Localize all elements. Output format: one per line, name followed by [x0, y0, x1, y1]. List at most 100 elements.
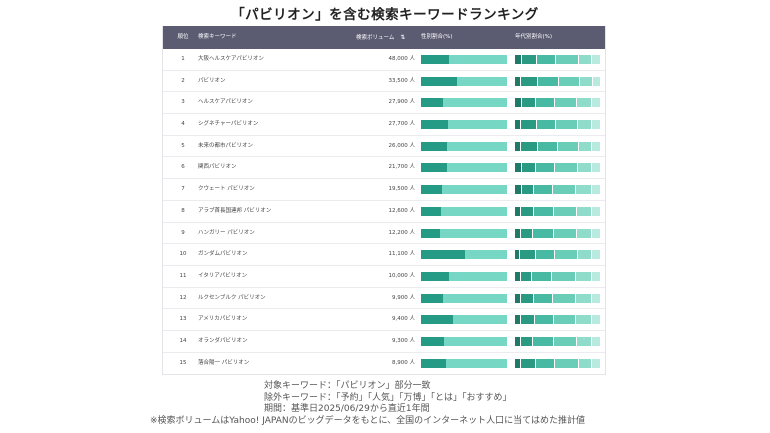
- gender-ratio-bar: [421, 98, 507, 108]
- table-row[interactable]: 12 ルクセンブルク パビリオン 9,900 人: [163, 288, 605, 310]
- keyword-cell: ハンガリー パビリオン: [198, 229, 255, 236]
- age-segment: [521, 98, 536, 108]
- age-ratio-bar: [515, 206, 601, 216]
- table-row[interactable]: 6 関西パビリオン 21,700 人: [163, 157, 605, 180]
- caption-target-keyword: 対象キーワード：「パビリオン」部分一致: [264, 381, 431, 391]
- gender-female-segment: [447, 120, 507, 130]
- age-segment: [538, 141, 558, 151]
- gender-ratio-bar: [421, 141, 507, 151]
- gender-ratio-bar: [421, 163, 507, 173]
- table-row[interactable]: 14 オランダパビリオン 9,300 人: [163, 331, 605, 353]
- table-row[interactable]: 2 パビリオン 33,500 人: [163, 71, 605, 93]
- age-ratio-bar: [515, 98, 601, 108]
- age-segment: [533, 206, 554, 216]
- table-row[interactable]: 8 アラブ首長国連邦 パビリオン 12,600 人: [163, 201, 605, 223]
- age-segment: [515, 336, 522, 346]
- age-segment: [553, 206, 577, 216]
- rank-cell: 1: [181, 56, 185, 62]
- age-segment: [521, 163, 537, 173]
- gender-female-segment: [439, 228, 507, 238]
- gender-female-segment: [452, 315, 507, 325]
- age-segment: [592, 55, 601, 64]
- table-row[interactable]: 5 未来の都市パビリオン 26,000 人: [163, 136, 605, 158]
- rank-cell: 8: [181, 207, 185, 214]
- volume-cell: 33,500 人: [388, 77, 416, 84]
- caption-block: 対象キーワード：「パビリオン」部分一致 除外キーワード：「予約」「人気」「万博」…: [0, 381, 770, 427]
- age-segment: [592, 141, 601, 151]
- age-segment: [521, 336, 534, 346]
- gender-male-segment: [421, 228, 440, 238]
- age-segment: [521, 293, 534, 303]
- gender-male-segment: [421, 98, 444, 108]
- gender-male-segment: [421, 358, 446, 368]
- age-ratio-bar: [515, 185, 601, 195]
- age-segment: [555, 163, 578, 173]
- volume-cell: 19,500 人: [388, 186, 416, 193]
- age-ratio-bar: [515, 55, 601, 64]
- age-segment: [577, 250, 593, 260]
- table-header: 順位 検索キーワード 検索ボリューム ⇅ 性別割合(%) 年代別割合(%): [163, 26, 605, 49]
- table-row[interactable]: 4 シグネチャーパビリオン 27,700 人: [163, 114, 605, 136]
- keyword-cell: アメリカパビリオン: [198, 316, 248, 323]
- keyword-cell: パビリオン: [198, 77, 226, 84]
- age-segment: [554, 98, 577, 108]
- gender-ratio-bar: [421, 206, 507, 216]
- age-segment: [537, 120, 557, 130]
- gender-ratio-bar: [421, 358, 507, 368]
- table-row[interactable]: 3 ヘルスケアパビリオン 27,900 人: [163, 92, 605, 115]
- gender-ratio-bar: [421, 250, 507, 260]
- gender-male-segment: [421, 185, 442, 195]
- caption-excluded-keywords: 除外キーワード：「予約」「人気」「万博」「とは」「おすすめ」: [264, 392, 512, 403]
- age-segment: [577, 163, 593, 173]
- age-segment: [554, 250, 578, 260]
- gender-female-segment: [446, 163, 507, 173]
- rank-cell: 13: [179, 316, 187, 323]
- age-segment: [552, 293, 577, 303]
- table-row[interactable]: 15 落合陽一 パビリオン 8,900 人: [163, 353, 605, 375]
- table-row[interactable]: 9 ハンガリー パビリオン 12,200 人: [163, 223, 605, 245]
- gender-female-segment: [440, 206, 507, 216]
- age-segment: [521, 185, 534, 195]
- rank-cell: 11: [179, 272, 187, 279]
- keyword-cell: 関西パビリオン: [198, 164, 237, 171]
- keyword-cell: 未来の都市パビリオン: [198, 142, 254, 149]
- keyword-cell: ルクセンブルク パビリオン: [198, 294, 266, 301]
- gender-male-segment: [421, 250, 465, 260]
- age-segment: [551, 271, 577, 281]
- age-segment: [592, 206, 601, 216]
- gender-male-segment: [421, 271, 449, 281]
- rank-cell: 5: [181, 142, 185, 149]
- age-segment: [535, 358, 556, 368]
- age-segment: [593, 76, 601, 86]
- age-segment: [577, 120, 593, 130]
- header-volume[interactable]: 検索ボリューム ⇅: [356, 26, 416, 49]
- table-row[interactable]: 13 アメリカパビリオン 9,400 人: [163, 309, 605, 331]
- age-segment: [580, 76, 594, 86]
- gender-ratio-bar: [421, 55, 507, 64]
- age-segment: [538, 76, 559, 86]
- table-row[interactable]: 10 ガンダムパビリオン 11,100 人: [163, 244, 605, 266]
- rank-cell: 4: [181, 121, 185, 128]
- age-segment: [521, 206, 534, 216]
- age-segment: [515, 293, 522, 303]
- gender-male-segment: [421, 120, 448, 130]
- rank-cell: 6: [181, 164, 185, 171]
- gender-female-segment: [448, 271, 507, 281]
- age-segment: [533, 336, 554, 346]
- gender-male-segment: [421, 293, 443, 303]
- gender-male-segment: [421, 76, 458, 86]
- age-ratio-bar: [515, 120, 601, 130]
- table-row[interactable]: 1 大阪ヘルスケアパビリオン 48,000 人: [163, 49, 605, 71]
- age-segment: [578, 55, 593, 64]
- sort-descending-icon[interactable]: ⇅: [400, 34, 406, 41]
- age-ratio-bar: [515, 250, 601, 260]
- gender-male-segment: [421, 315, 453, 325]
- age-segment: [515, 250, 521, 260]
- gender-female-segment: [441, 185, 507, 195]
- caption-period: 期間：基準日2025/06/29から直近1年間: [264, 404, 430, 414]
- age-segment: [521, 141, 539, 151]
- table-row[interactable]: 7 クウェート パビリオン 19,500 人: [163, 179, 605, 201]
- table-row[interactable]: 11 イタリアパビリオン 10,000 人: [163, 266, 605, 288]
- age-segment: [515, 55, 522, 64]
- age-segment: [520, 250, 536, 260]
